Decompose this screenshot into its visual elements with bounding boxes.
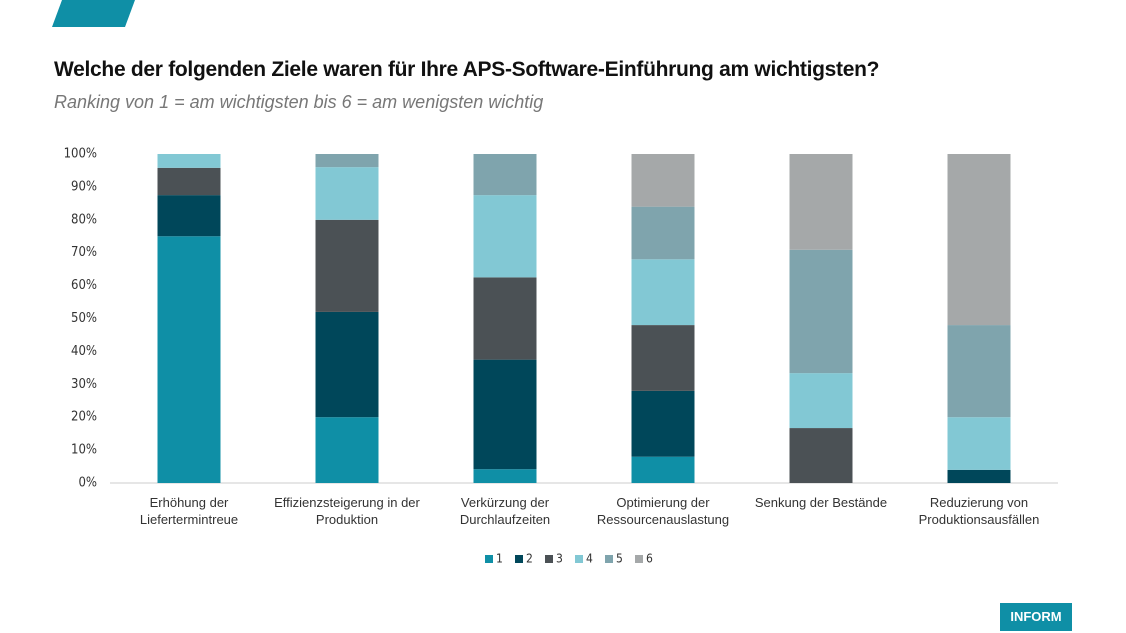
bar-segment	[473, 359, 537, 470]
legend-swatch	[485, 555, 493, 563]
bar-segment	[789, 154, 853, 250]
y-tick-label: 60%	[71, 278, 97, 293]
bar-segment	[947, 154, 1011, 326]
bar-segment	[157, 154, 221, 168]
bar-segment	[947, 417, 1011, 470]
bar-segment	[473, 277, 537, 360]
bar-segment	[789, 428, 853, 483]
bar-segment	[315, 417, 379, 483]
bar-segment	[631, 390, 695, 457]
y-tick-label: 50%	[71, 311, 97, 326]
legend-label: 3	[556, 552, 563, 566]
y-tick-label: 0%	[78, 476, 97, 491]
legend-label: 6	[646, 552, 653, 566]
bar-segment	[631, 206, 695, 260]
bar-segment	[157, 195, 221, 237]
legend-swatch	[635, 555, 643, 563]
x-tick-label: Effizienzsteigerung in der Produktion	[274, 495, 420, 527]
bar-segment	[789, 249, 853, 374]
y-tick-label: 40%	[71, 344, 97, 359]
y-tick-label: 100%	[64, 147, 97, 162]
bar-segment	[473, 195, 537, 278]
chart-title: Welche der folgenden Ziele waren für Ihr…	[54, 58, 880, 81]
bar-segment	[631, 325, 695, 391]
x-tick-label: Senkung der Bestände	[754, 495, 888, 510]
bar-segment	[315, 311, 379, 418]
y-tick-label: 80%	[71, 212, 97, 227]
legend-label: 1	[496, 552, 503, 566]
bar-segment	[473, 469, 537, 483]
y-tick-label: 10%	[71, 443, 97, 458]
y-tick-label: 30%	[71, 377, 97, 392]
corner-decoration	[52, 0, 135, 27]
bar-segment	[315, 167, 379, 220]
legend-label: 4	[586, 552, 593, 566]
y-tick-label: 20%	[71, 410, 97, 425]
bar-segment	[315, 154, 379, 168]
x-tick-label: Reduzierung von Produktionsausfällen	[918, 495, 1040, 527]
y-tick-label: 70%	[71, 245, 97, 260]
legend-swatch	[545, 555, 553, 563]
bar-segment	[631, 456, 695, 483]
bar-segment	[157, 236, 221, 483]
bar-segment	[631, 259, 695, 326]
y-tick-label: 90%	[71, 179, 97, 194]
legend-swatch	[575, 555, 583, 563]
x-tick-label: Verkürzung der Durchlaufzeiten	[459, 495, 551, 527]
x-tick-label: Erhöhung der Liefertermintreue	[139, 495, 239, 527]
bar-segment	[473, 154, 537, 196]
bar-segment	[947, 325, 1011, 418]
legend-label: 2	[526, 552, 533, 566]
legend-swatch	[605, 555, 613, 563]
logo: INFORM	[1000, 603, 1072, 631]
bar-segment	[631, 154, 695, 207]
bar-segment	[789, 373, 853, 429]
legend-label: 5	[616, 552, 623, 566]
x-tick-label: Optimierung der Ressourcenauslastung	[596, 495, 730, 527]
bar-segment	[315, 219, 379, 312]
chart-subtitle: Ranking von 1 = am wichtigsten bis 6 = a…	[54, 92, 544, 112]
bar-segment	[157, 167, 221, 196]
bar-segment	[947, 469, 1011, 483]
legend-swatch	[515, 555, 523, 563]
